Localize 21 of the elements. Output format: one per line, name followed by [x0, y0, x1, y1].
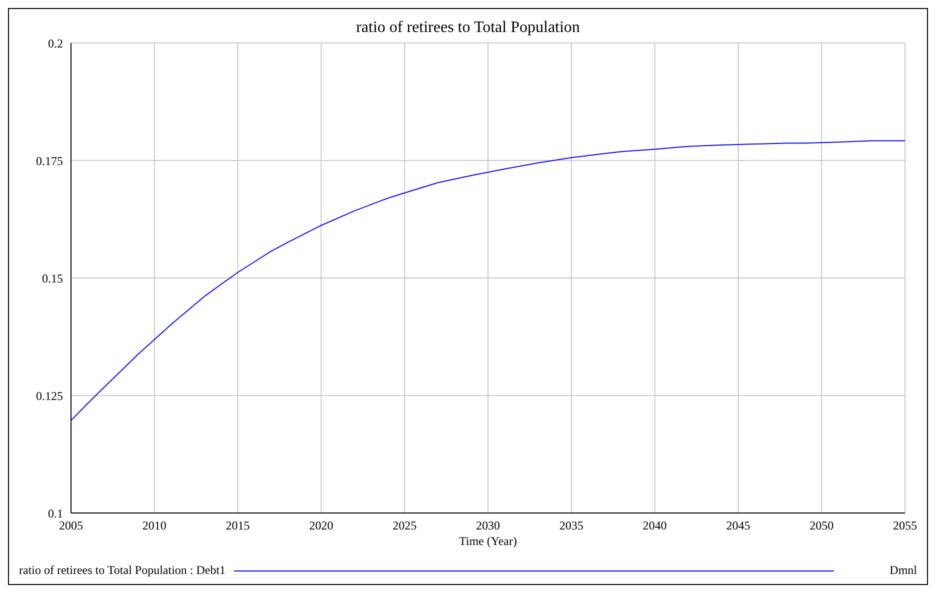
y-tick-label: 0.125 [36, 388, 63, 403]
x-tick-label: 2045 [726, 518, 750, 533]
x-tick-label: 2030 [476, 518, 500, 533]
text: Dmnl [890, 563, 917, 578]
x-axis-title: Time (Year) [458, 534, 518, 548]
x-tick-label: 2025 [392, 518, 417, 533]
line-series [71, 140, 905, 421]
x-tick-label: 2035 [559, 518, 584, 533]
y-tick-label: 0.1 [48, 506, 63, 520]
chart-title: ratio of retirees to Total Population [355, 18, 581, 37]
y-tick-label: 0.175 [36, 154, 63, 168]
x-tick-label: 2005 [59, 518, 83, 533]
x-tick-label: 2010 [142, 518, 166, 533]
x-tick-label: 2015 [226, 518, 250, 533]
y-tick-label: 0.15 [42, 271, 63, 286]
x-tick-label: 2040 [642, 518, 667, 533]
y-tick-label: 0.2 [48, 36, 63, 50]
x-tick-label: 2020 [309, 518, 334, 533]
x-tick-label: 2050 [810, 518, 834, 533]
x-tick-label: 2055 [893, 518, 917, 533]
text: ratio of retirees to Total Population : Debt1 [19, 563, 226, 578]
